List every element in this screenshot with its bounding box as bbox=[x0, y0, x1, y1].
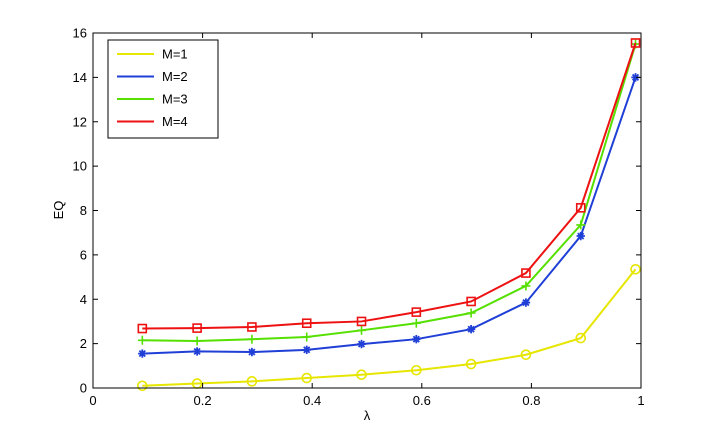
data-point bbox=[411, 364, 422, 376]
x-tick-label: 0 bbox=[89, 393, 96, 408]
data-point bbox=[521, 281, 531, 291]
y-tick-label: 14 bbox=[73, 70, 87, 85]
legend-label: M=2 bbox=[162, 69, 188, 84]
data-point bbox=[465, 358, 477, 370]
data-point bbox=[576, 220, 586, 230]
series-m4 bbox=[137, 38, 641, 334]
data-point bbox=[521, 268, 531, 278]
data-point bbox=[466, 308, 476, 318]
data-point bbox=[357, 339, 366, 349]
y-tick-label: 2 bbox=[80, 336, 87, 351]
legend-item: M=4 bbox=[117, 114, 188, 129]
data-point bbox=[630, 38, 641, 48]
y-tick-label: 6 bbox=[80, 247, 87, 262]
data-point bbox=[356, 369, 367, 380]
data-point bbox=[192, 336, 202, 346]
data-point bbox=[302, 332, 312, 342]
y-tick-label: 16 bbox=[73, 26, 87, 41]
x-tick-label: 0.2 bbox=[194, 393, 212, 408]
data-point bbox=[247, 347, 257, 357]
data-point bbox=[247, 322, 257, 332]
series-line bbox=[142, 77, 637, 355]
legend-label: M=1 bbox=[162, 47, 188, 62]
x-tick-label: 1 bbox=[637, 393, 644, 408]
data-point bbox=[192, 323, 202, 333]
x-tick-label: 0.8 bbox=[522, 393, 540, 408]
legend: M=1 M=2 M=3 M=4 bbox=[107, 39, 219, 139]
legend-label: M=4 bbox=[162, 114, 188, 129]
y-axis-label: EQ bbox=[51, 201, 66, 220]
data-point bbox=[411, 318, 421, 328]
data-point bbox=[466, 296, 476, 307]
data-point bbox=[137, 335, 147, 345]
y-tick-label: 12 bbox=[73, 114, 87, 129]
series-line bbox=[142, 43, 637, 342]
data-point bbox=[247, 334, 257, 344]
data-point bbox=[575, 203, 586, 213]
x-axis-label: λ bbox=[364, 408, 371, 423]
y-tick-label: 0 bbox=[80, 381, 87, 396]
series-line bbox=[142, 42, 637, 330]
data-point bbox=[137, 323, 148, 334]
data-point bbox=[246, 376, 258, 387]
data-point bbox=[301, 372, 313, 384]
data-point bbox=[411, 307, 422, 317]
series-m1 bbox=[137, 263, 641, 392]
data-point bbox=[138, 349, 147, 358]
data-point bbox=[137, 380, 148, 392]
data-point bbox=[630, 263, 641, 275]
data-point bbox=[466, 325, 476, 334]
y-tick-label: 10 bbox=[73, 159, 87, 174]
x-tick-label: 0.4 bbox=[303, 393, 321, 408]
data-point bbox=[356, 316, 367, 327]
data-point bbox=[521, 298, 531, 307]
series-m3 bbox=[137, 39, 641, 346]
legend-item: M=2 bbox=[117, 69, 188, 84]
data-point bbox=[301, 318, 312, 329]
legend-item: M=3 bbox=[117, 92, 188, 107]
data-point bbox=[575, 332, 587, 344]
data-point bbox=[357, 325, 367, 335]
data-point bbox=[576, 231, 585, 241]
y-tick-label: 4 bbox=[80, 292, 87, 307]
legend-item: M=1 bbox=[117, 47, 188, 62]
data-point bbox=[412, 334, 421, 344]
data-point bbox=[520, 349, 532, 361]
y-tick-label: 8 bbox=[80, 203, 87, 218]
data-point bbox=[192, 347, 202, 356]
series-m2 bbox=[138, 73, 640, 358]
data-point bbox=[631, 73, 640, 82]
legend-label: M=3 bbox=[162, 92, 188, 107]
x-tick-label: 0.6 bbox=[413, 393, 431, 408]
series-line bbox=[142, 268, 637, 387]
series-layer bbox=[137, 38, 641, 392]
data-point bbox=[302, 345, 311, 355]
